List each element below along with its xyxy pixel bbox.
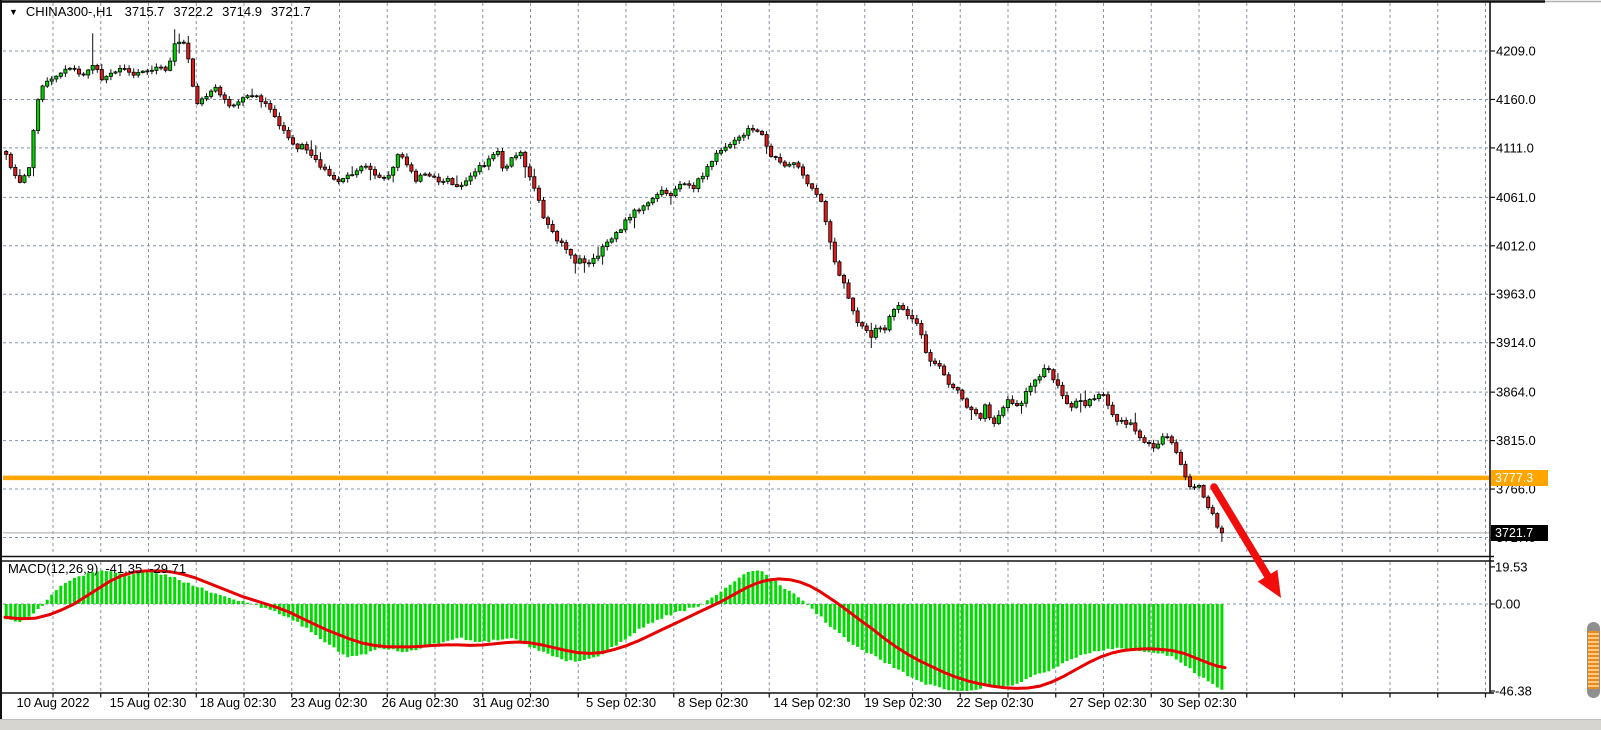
price-axis-label: 4160.0 bbox=[1496, 92, 1536, 107]
price-axis-label: 3864.0 bbox=[1496, 385, 1536, 400]
quote-close: 3721.7 bbox=[270, 4, 311, 19]
time-axis-label: 23 Aug 02:30 bbox=[291, 695, 368, 710]
candles-series bbox=[4, 29, 1224, 542]
time-axis-label: 31 Aug 02:30 bbox=[473, 695, 550, 710]
time-axis-label: 14 Sep 02:30 bbox=[773, 695, 850, 710]
price-axis-label: 4209.0 bbox=[1496, 44, 1536, 59]
macd-axis-label: -46.38 bbox=[1495, 684, 1532, 699]
quote-open: 3715.7 bbox=[124, 4, 165, 19]
chart-title-bar: ▼ CHINA300-,H1 3715.7 3722.2 3714.9 3721… bbox=[9, 4, 320, 19]
collapse-indicator-icon[interactable]: ▼ bbox=[9, 6, 18, 17]
window-bottom-edge bbox=[0, 719, 1601, 730]
time-axis-label: 18 Aug 02:30 bbox=[200, 695, 277, 710]
current-price-tag: 3721.7 bbox=[1491, 524, 1548, 541]
quote-high: 3722.2 bbox=[173, 4, 214, 19]
price-axis-label: 3914.0 bbox=[1496, 335, 1536, 350]
macd-value: -41.35 bbox=[105, 561, 143, 576]
hline-price-tag: 3777.3 bbox=[1491, 469, 1548, 486]
time-axis-label: 26 Aug 02:30 bbox=[382, 695, 459, 710]
grid-lines bbox=[3, 3, 1489, 692]
scrollbar-thumb[interactable] bbox=[1587, 622, 1600, 698]
axis-labels: 4209.0 4160.0 4111.0 4061.0 4012.0 3963.0 3914… bbox=[16, 44, 1535, 711]
symbol-period-label: CHINA300-,H1 bbox=[25, 4, 113, 19]
time-axis-label: 15 Aug 02:30 bbox=[110, 695, 187, 710]
candle-wicks bbox=[5, 29, 1223, 542]
time-axis-label: 19 Sep 02:30 bbox=[864, 695, 941, 710]
price-axis-label: 3963.0 bbox=[1496, 287, 1536, 302]
macd-axis-label: 19.53 bbox=[1495, 559, 1528, 574]
price-axis-label: 4061.0 bbox=[1496, 190, 1536, 205]
macd-name: MACD(12,26,9) bbox=[8, 561, 99, 576]
quote-low: 3714.9 bbox=[222, 4, 262, 19]
price-axis-label: 4111.0 bbox=[1496, 140, 1534, 155]
price-axis-label: 3815.0 bbox=[1496, 433, 1536, 448]
time-axis-label: 8 Sep 02:30 bbox=[678, 695, 748, 710]
macd-signal-line bbox=[3, 569, 1227, 690]
macd-signal-value: -29.71 bbox=[149, 561, 187, 576]
time-axis-label: 30 Sep 02:30 bbox=[1159, 695, 1236, 710]
macd-indicator-label: MACD(12,26,9) -41.35 -29.71 bbox=[8, 561, 193, 576]
scrollbar-grip-icon bbox=[1588, 631, 1599, 689]
time-axis-label: 22 Sep 02:30 bbox=[956, 695, 1033, 710]
time-axis-label: 27 Sep 02:30 bbox=[1069, 695, 1146, 710]
macd-histogram bbox=[4, 570, 1224, 691]
time-axis-label: 5 Sep 02:30 bbox=[586, 695, 656, 710]
trend-arrow-annotation[interactable] bbox=[1210, 483, 1281, 598]
macd-axis-label: 0.00 bbox=[1495, 597, 1520, 612]
price-axis-label: 4012.0 bbox=[1496, 238, 1536, 253]
axis-ticks bbox=[52, 50, 1495, 698]
time-axis-label: 10 Aug 2022 bbox=[16, 695, 89, 710]
